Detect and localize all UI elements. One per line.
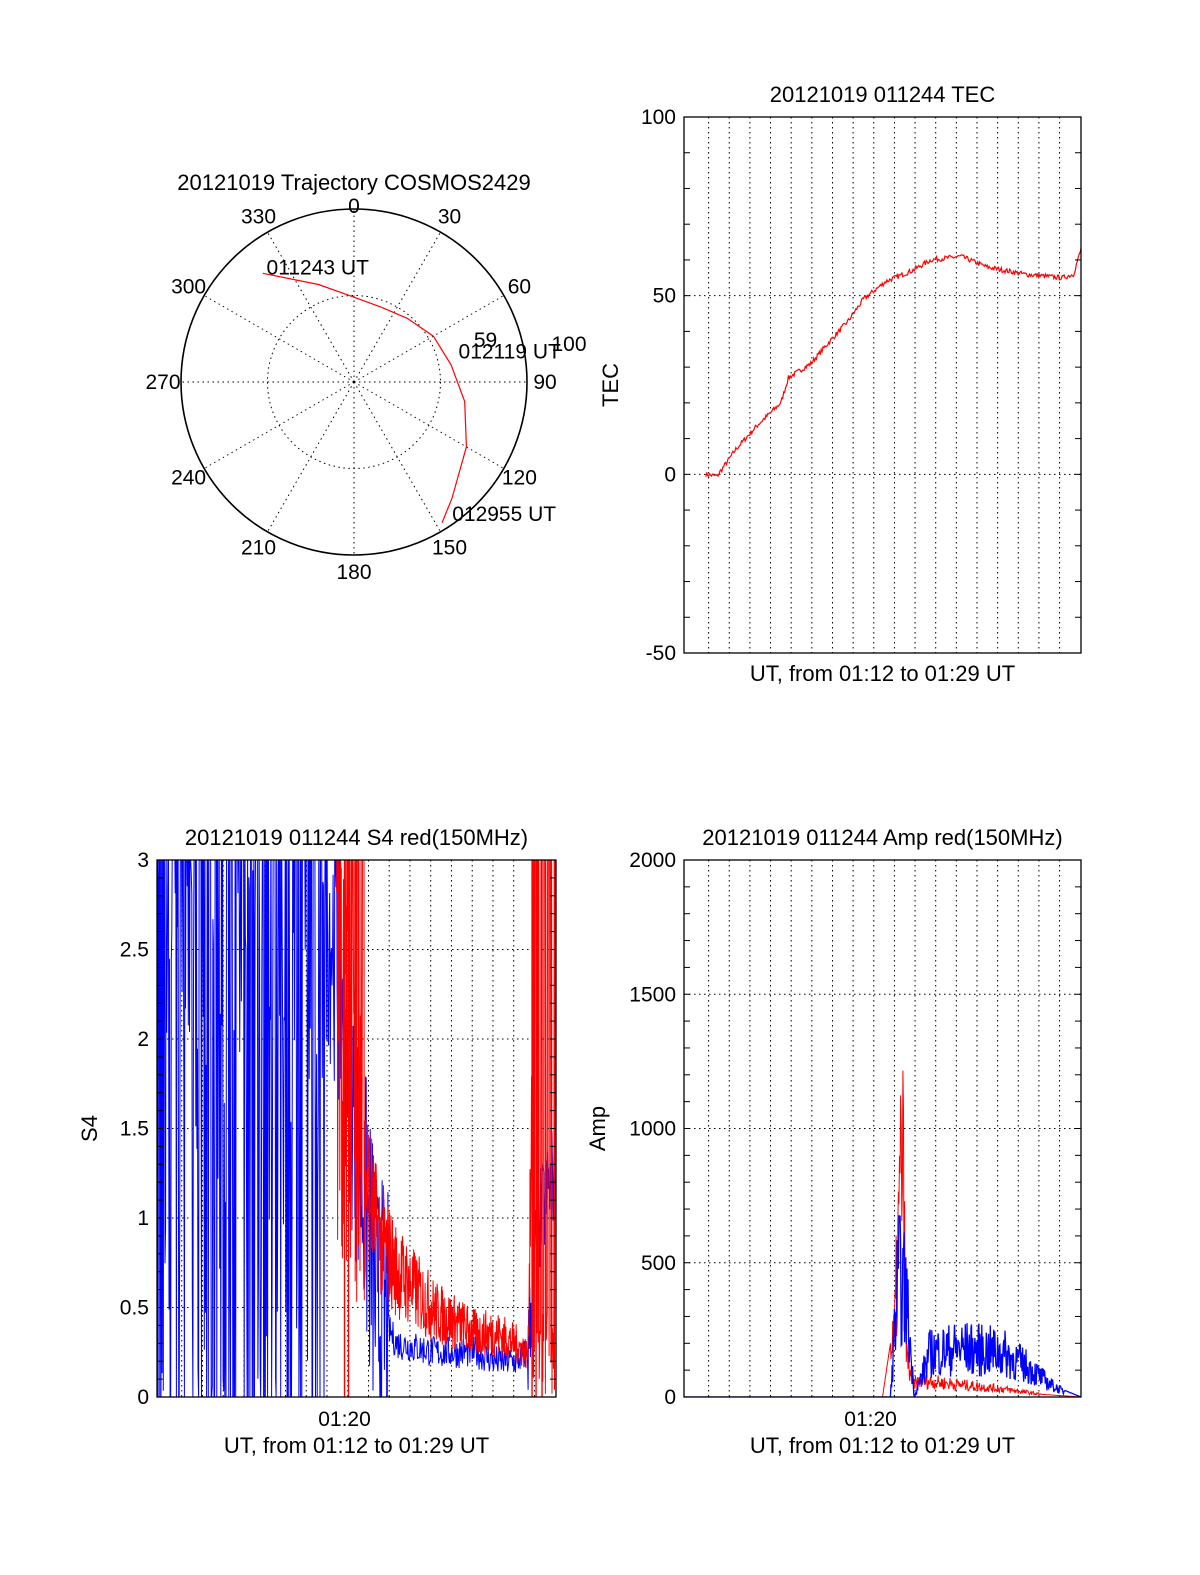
polar-ring-outer	[180, 208, 528, 556]
data-traces	[684, 1070, 1081, 1397]
polar-spoke	[353, 231, 441, 383]
chart-s4: 0 0.5 1 1.5 2 2.5 3 01:20 20121019 011244 S4 red…	[77, 825, 557, 1458]
azimuth-label: 300	[171, 276, 206, 299]
y-tick-label: 2000	[629, 849, 676, 872]
radius-label: 100	[551, 333, 586, 356]
chart-polar: 0 30 60 90 120 150 180 210 240 270 300 330 100 011243…	[145, 170, 586, 584]
track-annotation: 012119 UT	[459, 340, 562, 363]
azimuth-label: 150	[432, 536, 467, 559]
plot-frame	[683, 116, 1082, 654]
y-axis-label: TEC	[598, 363, 623, 407]
chart-title: 20121019 011244 TEC	[770, 82, 996, 107]
plot-frame	[156, 859, 557, 1398]
chart-amp: 0 500 1000 1500 2000 01:20 20121019 011244 Amp…	[585, 825, 1082, 1458]
tec-series-line	[705, 248, 1081, 478]
chart-tec: -50 0 50 100 20121019 011244 TEC UT, from 01:…	[598, 82, 1082, 686]
y-tick-label: 3	[137, 849, 149, 872]
polar-ring-inner	[267, 295, 441, 469]
azimuth-label: 120	[502, 467, 537, 490]
plot-frame	[683, 859, 1082, 1398]
data-traces	[705, 248, 1081, 478]
azimuth-label: 30	[438, 206, 461, 229]
polar-title: 20121019 Trajectory COSMOS2429	[177, 170, 530, 195]
y-tick-label: 0	[664, 1386, 676, 1409]
amp-red-line	[684, 1070, 1081, 1397]
azimuth-label: 210	[241, 536, 276, 559]
x-axis-label: UT, from 01:12 to 01:29 UT	[750, 661, 1015, 686]
trajectory-track	[262, 272, 468, 524]
track-annotation: 012955 UT	[452, 503, 556, 526]
azimuth-label: 0	[348, 195, 360, 218]
y-tick-label: 1500	[629, 983, 676, 1006]
y-tick-label: 2	[137, 1028, 149, 1051]
azimuth-label: 90	[533, 371, 556, 394]
s4-red-line	[336, 860, 556, 1394]
y-axis-label: Amp	[585, 1106, 610, 1151]
y-tick-label: 500	[641, 1252, 676, 1275]
x-tick-label: 01:20	[844, 1408, 897, 1431]
amp-blue-line	[684, 1215, 1081, 1397]
chart-title: 20121019 011244 S4 red(150MHz)	[185, 825, 528, 850]
y-axis-label: S4	[77, 1115, 102, 1142]
azimuth-label: 180	[336, 561, 371, 584]
data-traces	[157, 860, 556, 1397]
polar-spoke	[267, 231, 355, 383]
y-tick-label: 0	[664, 463, 676, 486]
x-tick-label: 01:20	[318, 1408, 371, 1431]
polar-spoke	[353, 295, 505, 383]
y-tick-label: 0.5	[120, 1297, 149, 1320]
azimuth-label: 270	[145, 371, 180, 394]
x-axis-label: UT, from 01:12 to 01:29 UT	[750, 1433, 1015, 1458]
track-annotation: 59	[474, 329, 497, 352]
azimuth-label: 60	[508, 276, 531, 299]
chart-title: 20121019 011244 Amp red(150MHz)	[702, 825, 1062, 850]
y-tick-label: 100	[641, 106, 676, 129]
track-annotation: 011243 UT	[267, 256, 370, 279]
y-tick-label: 50	[653, 285, 676, 308]
polar-spoke	[203, 295, 355, 383]
y-tick-label: 0	[137, 1386, 149, 1409]
y-tick-label: 1000	[629, 1118, 676, 1141]
azimuth-label: 330	[241, 206, 276, 229]
y-tick-label: -50	[646, 642, 676, 665]
y-tick-label: 1.5	[120, 1118, 149, 1141]
y-tick-label: 2.5	[120, 939, 149, 962]
y-tick-label: 1	[137, 1207, 149, 1230]
azimuth-label: 240	[171, 467, 206, 490]
x-axis-label: UT, from 01:12 to 01:29 UT	[224, 1433, 489, 1458]
